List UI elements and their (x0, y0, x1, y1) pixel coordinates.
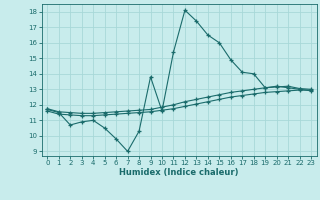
X-axis label: Humidex (Indice chaleur): Humidex (Indice chaleur) (119, 168, 239, 177)
